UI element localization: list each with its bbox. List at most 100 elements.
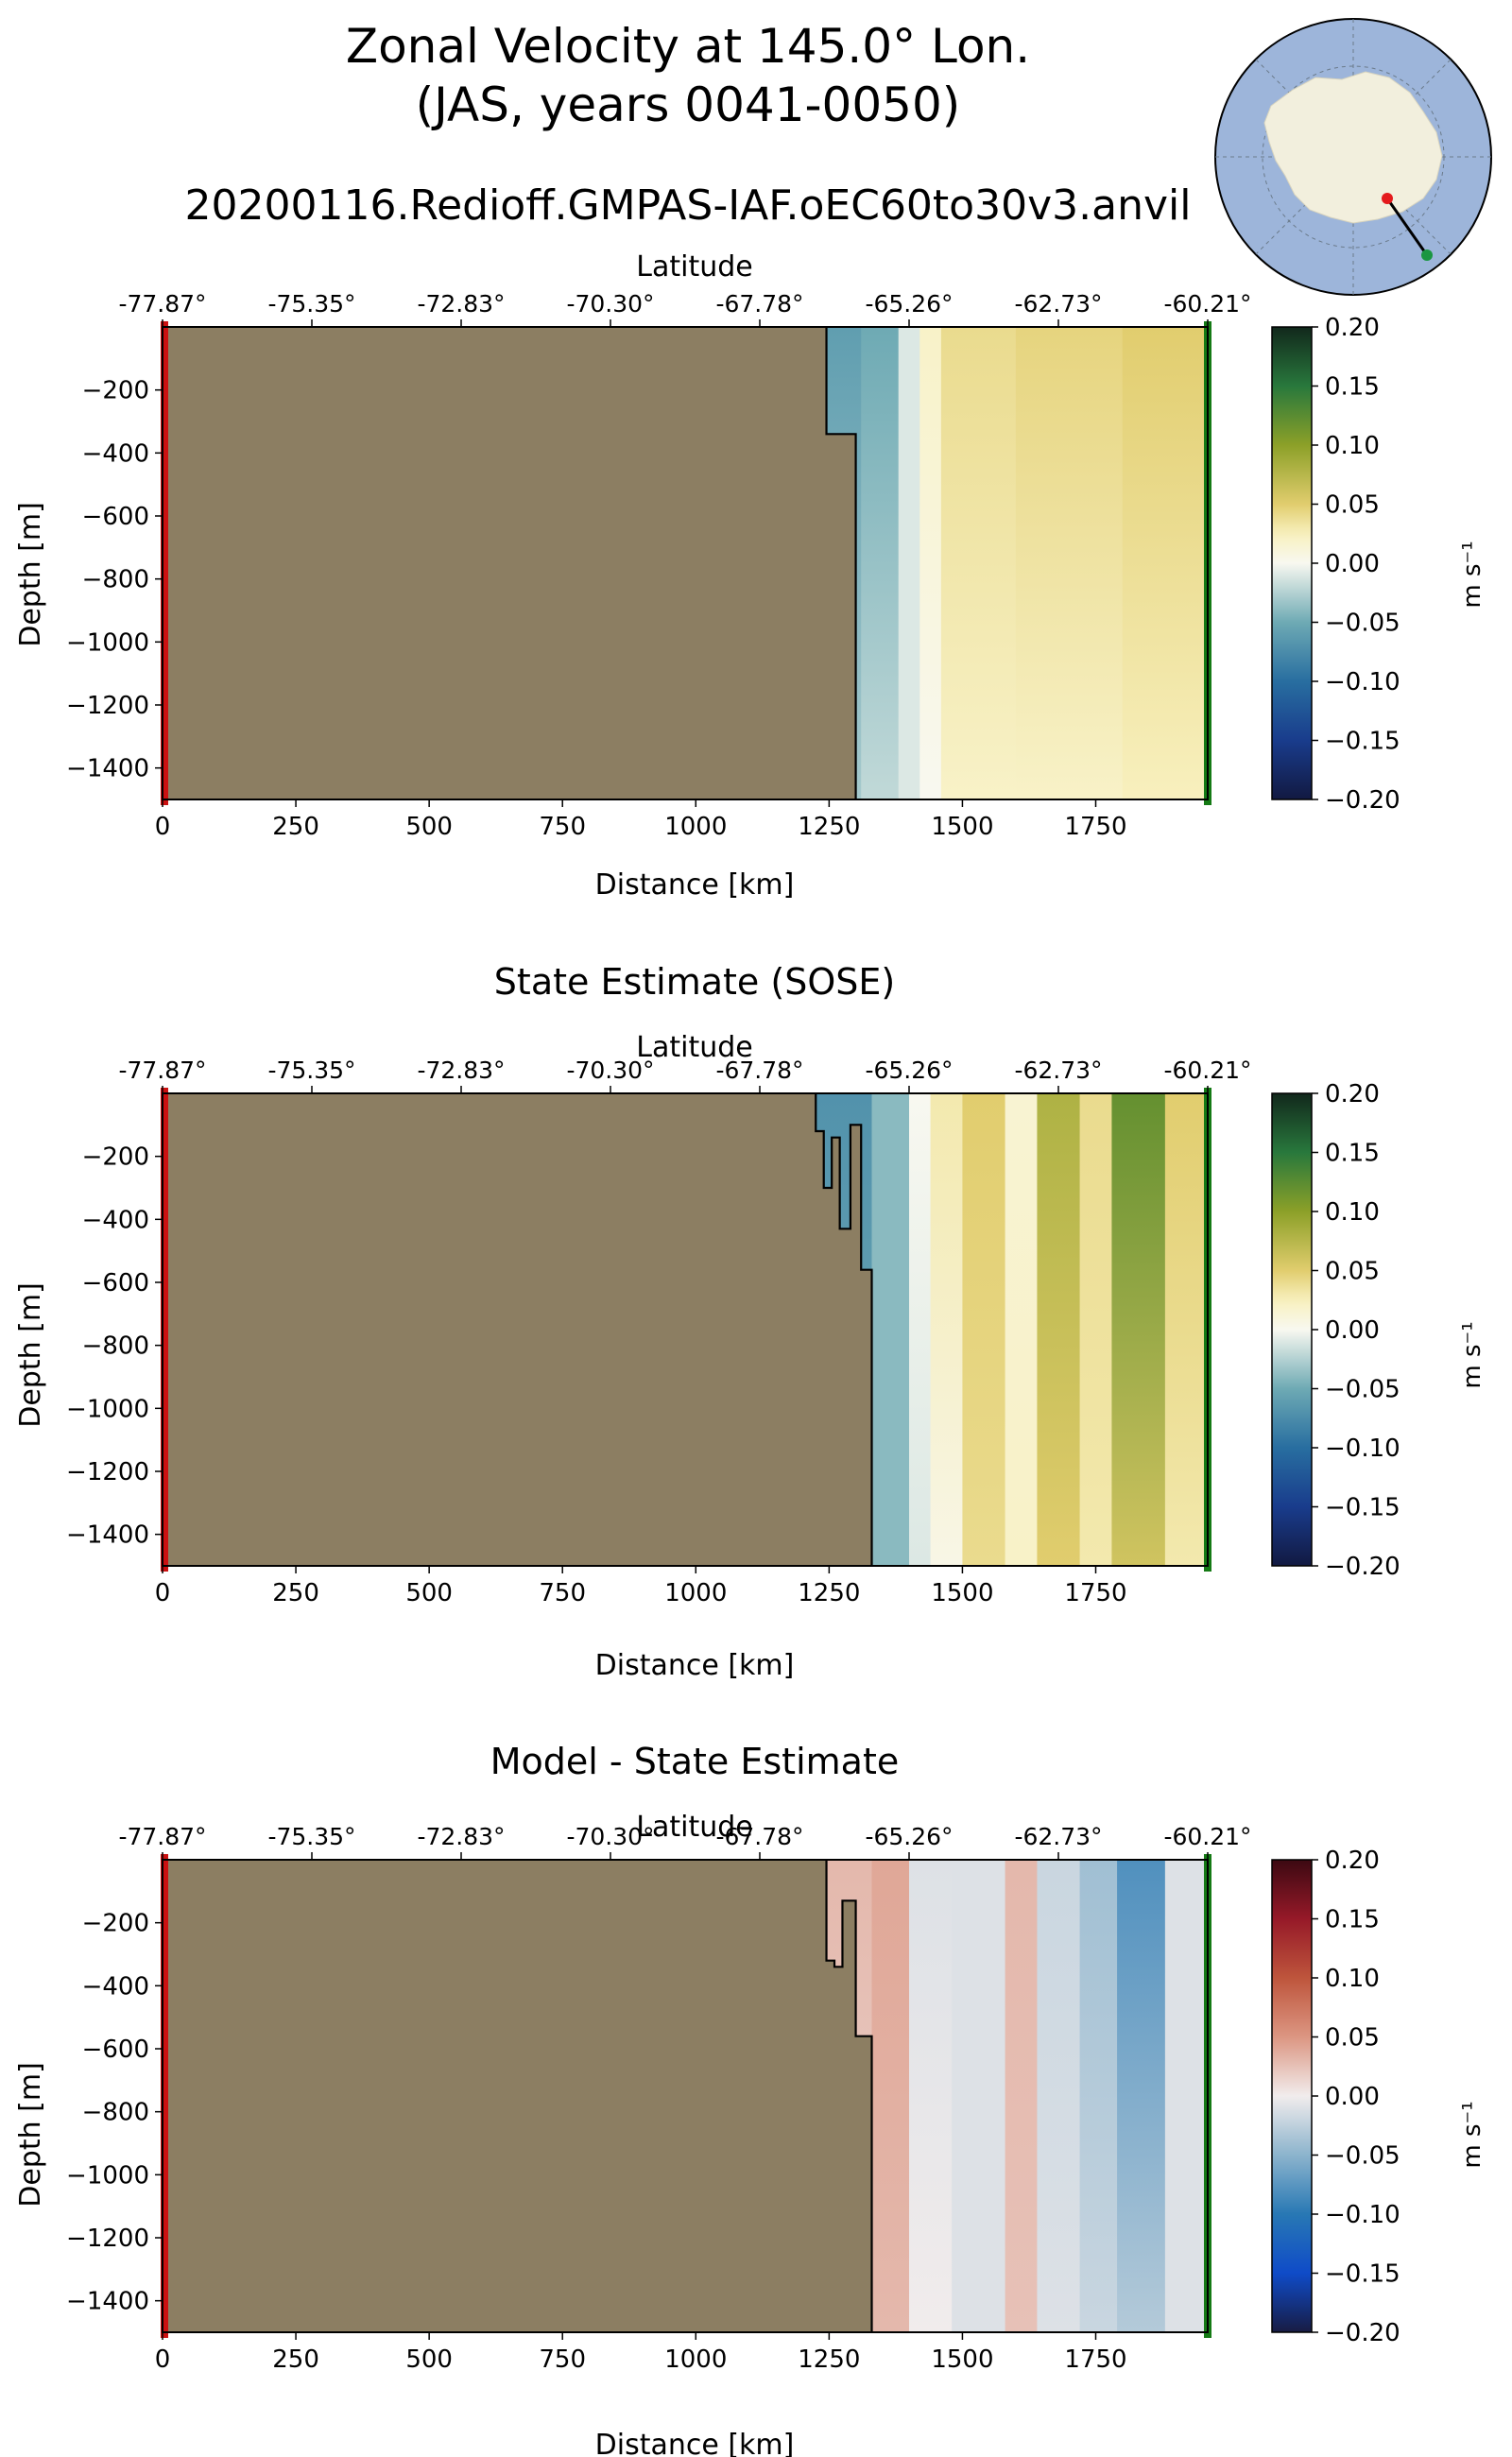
colorbar-tick-label: 0.05 [1325, 1258, 1380, 1286]
plot-frame [162, 326, 1209, 800]
plot-area: 0 250 500 750 1000 1250 1500 1750 -77.87° -75.35°… [66, 1823, 1252, 2374]
top-tick-label: -62.73° [1014, 1057, 1102, 1084]
colorbar-tick-label: −0.05 [1325, 610, 1400, 638]
y-axis-label: Depth [m] [14, 1282, 47, 1428]
y-tick-label: −200 [82, 377, 149, 405]
top-tick-label: -67.78° [715, 1057, 803, 1084]
velocity-field [163, 327, 1208, 799]
x-tick-label: 500 [405, 1579, 453, 1607]
colorbar-tick-label: 0.15 [1325, 373, 1380, 402]
panel-title: State Estimate (SOSE) [494, 961, 895, 1003]
top-tick-label: -67.78° [715, 290, 803, 318]
colorbar-label: m s⁻¹ [1458, 541, 1486, 608]
top-tick-label: -77.87° [118, 1823, 206, 1850]
y-tick-label: −1400 [66, 1521, 149, 1550]
colorbar-scale [1271, 1859, 1313, 2333]
y-tick-label: −1200 [66, 1458, 149, 1486]
velocity-column [909, 1093, 932, 1566]
plot-area: 0 250 500 750 1000 1250 1500 1750 -77.87° -75.35°… [66, 290, 1252, 841]
velocity-column [952, 1860, 1006, 2332]
velocity-column [1005, 1860, 1039, 2332]
velocity-column [962, 1093, 1006, 1566]
colorbar-tick-label: −0.20 [1325, 2319, 1400, 2347]
x-tick-label: 1750 [1064, 813, 1126, 841]
y-tick-label: −1000 [66, 2161, 149, 2190]
velocity-field [163, 1093, 1208, 1566]
top-axis-label: Latitude [636, 1031, 752, 1064]
velocity-column [1164, 1860, 1208, 2332]
colorbar-tick-label: 0.10 [1325, 432, 1380, 460]
figure-title-line1: Zonal Velocity at 145.0° Lon. [346, 19, 1030, 74]
panel-sose: State Estimate (SOSE) 0 250 500 750 1000 1250… [14, 961, 1486, 1682]
colorbar-scale [1271, 326, 1313, 800]
plot-frame [162, 1092, 1209, 1567]
top-tick-label: -70.30° [566, 290, 654, 318]
x-tick-label: 500 [405, 2345, 453, 2374]
colorbar-tick-label: −0.20 [1325, 786, 1400, 815]
x-axis-label: Distance [km] [595, 868, 795, 902]
top-tick-label: -75.35° [267, 290, 355, 318]
section-end-marker [1421, 249, 1433, 261]
top-tick-label: -67.78° [715, 1823, 803, 1850]
velocity-column [930, 1093, 964, 1566]
colorbar-label: m s⁻¹ [1458, 1321, 1486, 1388]
y-tick-label: −1400 [66, 2288, 149, 2316]
velocity-column [1037, 1860, 1081, 2332]
colorbar-tick-label: 0.10 [1325, 1198, 1380, 1227]
colorbar-tick-label: 0.20 [1325, 1080, 1380, 1108]
colorbar-tick-label: 0.05 [1325, 491, 1380, 520]
velocity-column [1015, 327, 1124, 799]
y-tick-label: −400 [82, 1972, 149, 2001]
x-axis-label: Distance [km] [595, 1649, 795, 1682]
y-tick-label: −800 [82, 566, 149, 594]
antarctic-polar-map-icon [1214, 18, 1492, 296]
x-tick-label: 0 [155, 1579, 171, 1607]
x-tick-label: 750 [539, 1579, 586, 1607]
colorbar-tick-label: −0.15 [1325, 728, 1400, 756]
velocity-column [871, 1093, 910, 1566]
colorbar-tick-label: 0.00 [1325, 550, 1380, 578]
bathymetry-land [163, 327, 856, 799]
x-tick-label: 1250 [798, 2345, 860, 2374]
top-axis-label: Latitude [636, 250, 752, 284]
top-tick-label: -75.35° [267, 1057, 355, 1084]
colorbar-tick-label: 0.05 [1325, 2024, 1380, 2053]
x-tick-label: 1000 [664, 1579, 727, 1607]
section-start-edge [161, 1088, 168, 1572]
colorbar-scale [1271, 1092, 1313, 1567]
velocity-column [898, 327, 920, 799]
velocity-column [1005, 1093, 1039, 1566]
top-tick-label: -65.26° [865, 1823, 953, 1850]
section-start-edge [161, 1854, 168, 2338]
y-tick-label: −1200 [66, 2225, 149, 2253]
y-tick-label: −600 [82, 2036, 149, 2064]
colorbar-tick-label: 0.20 [1325, 314, 1380, 342]
x-tick-label: 250 [272, 1579, 319, 1607]
top-tick-label: -62.73° [1014, 290, 1102, 318]
colorbar-tick-label: −0.05 [1325, 2142, 1400, 2171]
x-tick-label: 1250 [798, 1579, 860, 1607]
top-tick-label: -72.83° [417, 290, 505, 318]
top-tick-label: -62.73° [1014, 1823, 1102, 1850]
y-tick-label: −200 [82, 1143, 149, 1172]
y-tick-label: −800 [82, 1332, 149, 1361]
y-tick-label: −400 [82, 1206, 149, 1234]
colorbar-tick-label: −0.10 [1325, 668, 1400, 696]
colorbar-tick-label: 0.20 [1325, 1847, 1380, 1875]
x-tick-label: 1500 [931, 813, 993, 841]
top-tick-label: -65.26° [865, 1057, 953, 1084]
top-axis-label: Latitude [636, 1811, 752, 1844]
y-tick-label: −200 [82, 1910, 149, 1938]
colorbar: 0.20 0.15 0.10 0.05 0.00 −0.05 −0.10 −0.15 −0.20 [1271, 314, 1400, 815]
x-tick-label: 1750 [1064, 2345, 1126, 2374]
y-axis-label: Depth [m] [14, 2062, 47, 2208]
x-tick-label: 1000 [664, 813, 727, 841]
x-tick-label: 750 [539, 813, 586, 841]
y-axis-label: Depth [m] [14, 502, 47, 647]
figure-title-line2: (JAS, years 0041-0050) [416, 77, 961, 132]
colorbar-tick-label: −0.10 [1325, 1435, 1400, 1463]
velocity-column [1164, 1093, 1208, 1566]
colorbar-tick-label: 0.00 [1325, 1316, 1380, 1345]
colorbar-tick-label: −0.10 [1325, 2201, 1400, 2229]
